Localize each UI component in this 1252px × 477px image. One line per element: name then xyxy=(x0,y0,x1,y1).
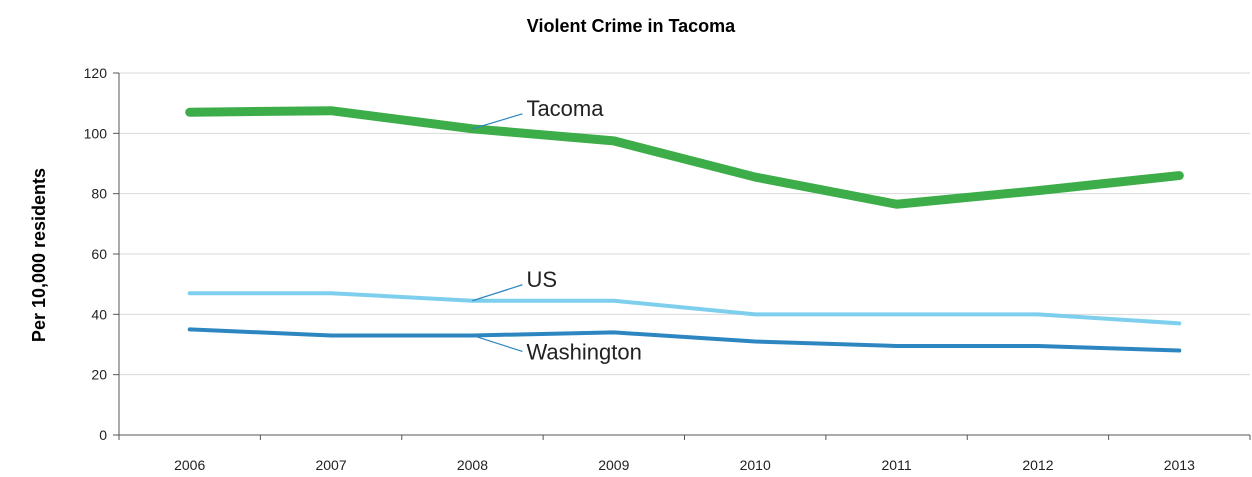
y-axis-label: Per 10,000 residents xyxy=(29,168,49,342)
series-label-washington: Washington xyxy=(526,339,641,364)
axes xyxy=(113,72,1251,440)
y-tick-label: 80 xyxy=(91,186,107,202)
gridlines xyxy=(119,72,1250,376)
series-line-washington xyxy=(187,327,1182,353)
y-tick-label: 100 xyxy=(84,125,108,141)
series-labels: Tacoma US Washington xyxy=(472,96,642,364)
series-label-us: US xyxy=(526,267,557,292)
x-tick-label: 2010 xyxy=(740,457,771,473)
x-tick-label: 2006 xyxy=(174,457,205,473)
x-tick-label: 2013 xyxy=(1164,457,1195,473)
series-line-us xyxy=(187,291,1182,326)
series-label-leader xyxy=(472,284,523,302)
x-tick-label: 2011 xyxy=(882,457,912,473)
y-tick-label: 40 xyxy=(91,306,107,322)
series-lines xyxy=(185,106,1184,353)
x-tick-label: 2012 xyxy=(1022,457,1053,473)
x-tick-label: 2008 xyxy=(457,457,488,473)
y-tick-label: 60 xyxy=(91,246,107,262)
chart-title: Violent Crime in Tacoma xyxy=(527,16,736,36)
series-label-tacoma: Tacoma xyxy=(526,96,604,121)
series-label-leader xyxy=(472,113,523,130)
series-label-leader xyxy=(472,334,523,353)
y-tick-label: 20 xyxy=(91,367,107,383)
x-tick-label: 2007 xyxy=(315,457,346,473)
y-tick-label: 0 xyxy=(99,427,107,443)
x-tick-label: 2009 xyxy=(598,457,629,473)
y-tick-labels: 0 20 40 60 80 100 120 xyxy=(84,65,108,443)
y-tick-label: 120 xyxy=(84,65,108,81)
x-tick-labels: 2006 2007 2008 2009 2010 2011 2012 2013 xyxy=(174,457,1195,473)
series-line-tacoma xyxy=(185,106,1184,209)
